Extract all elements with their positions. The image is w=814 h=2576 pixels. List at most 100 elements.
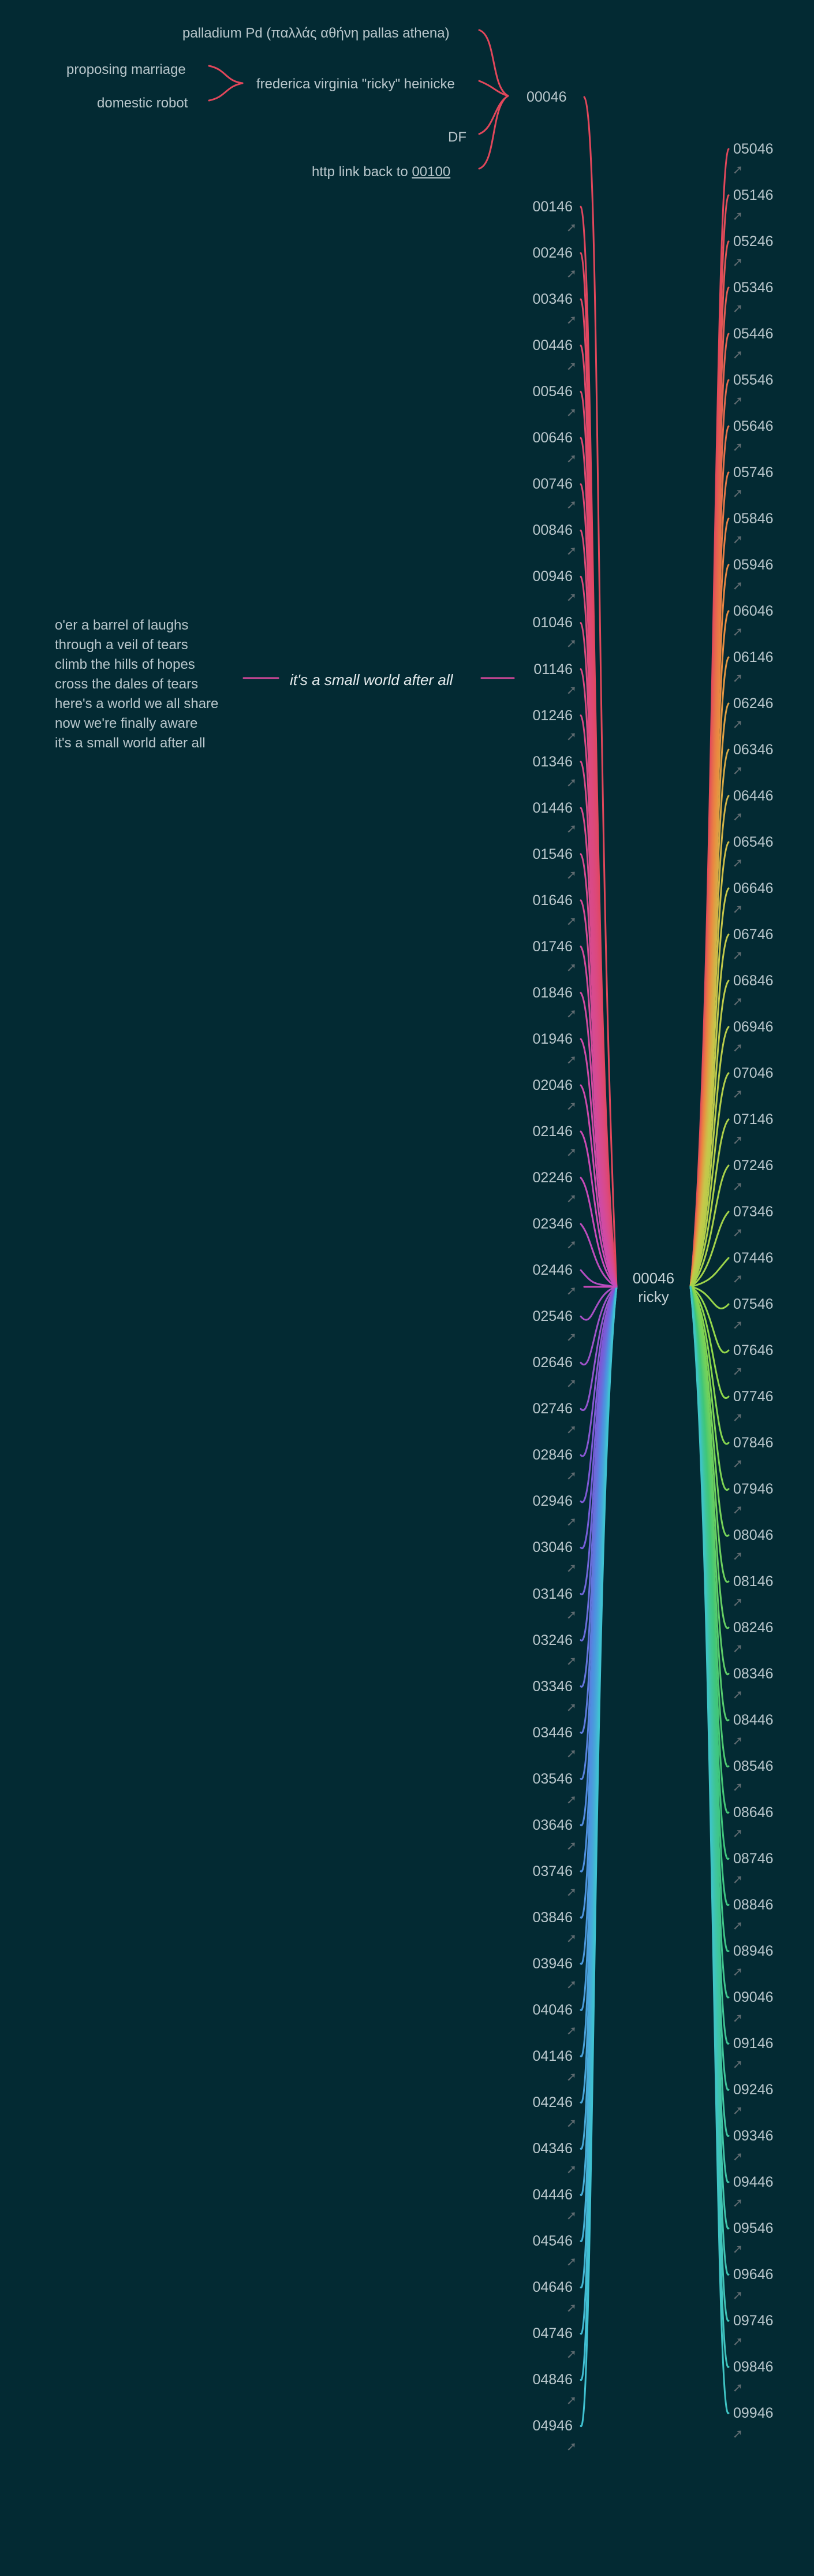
right-node-label[interactable]: 05446	[733, 326, 774, 342]
left-node-label[interactable]: 01546	[532, 846, 573, 862]
link-arrow-icon[interactable]: ➚	[732, 301, 744, 315]
link-arrow-icon[interactable]: ➚	[566, 2023, 577, 2038]
link-arrow-icon[interactable]: ➚	[566, 1052, 577, 1067]
left-node-label[interactable]: 04146	[532, 2048, 573, 2064]
link-arrow-icon[interactable]: ➚	[566, 2116, 577, 2131]
link-arrow-icon[interactable]: ➚	[566, 682, 577, 697]
right-node-label[interactable]: 07546	[733, 1296, 774, 1312]
link-arrow-icon[interactable]: ➚	[566, 913, 577, 928]
left-node-label[interactable]: 00846	[532, 522, 573, 539]
link-arrow-icon[interactable]: ➚	[566, 451, 577, 466]
left-node-label[interactable]: 02946	[532, 1493, 573, 1510]
link-arrow-icon[interactable]: ➚	[732, 1456, 744, 1471]
left-node-label[interactable]: 02446	[532, 1262, 573, 1279]
link-arrow-icon[interactable]: ➚	[566, 1884, 577, 1899]
link-arrow-icon[interactable]: ➚	[732, 532, 744, 546]
left-node-label[interactable]: 03746	[532, 1863, 573, 1879]
link-arrow-icon[interactable]: ➚	[566, 1976, 577, 1991]
link-arrow-icon[interactable]: ➚	[732, 1548, 744, 1563]
link-arrow-icon[interactable]: ➚	[732, 2103, 744, 2117]
link-arrow-icon[interactable]: ➚	[566, 775, 577, 790]
left-node-label[interactable]: 02646	[532, 1354, 573, 1371]
link-arrow-icon[interactable]: ➚	[732, 1410, 744, 1424]
right-node-label[interactable]: 06846	[733, 973, 774, 989]
right-node-label[interactable]: 09446	[733, 2174, 774, 2190]
link-arrow-icon[interactable]: ➚	[566, 1006, 577, 1021]
right-node-label[interactable]: 09746	[733, 2313, 774, 2329]
link-arrow-icon[interactable]: ➚	[566, 2254, 577, 2269]
left-node-label[interactable]: 03446	[532, 1724, 573, 1741]
right-node-label[interactable]: 07346	[733, 1204, 774, 1220]
link-arrow-icon[interactable]: ➚	[566, 2347, 577, 2362]
right-node-label[interactable]: 05946	[733, 557, 774, 573]
left-node-label[interactable]: 03146	[532, 1585, 573, 1602]
link-arrow-icon[interactable]: ➚	[732, 578, 744, 593]
left-node-label[interactable]: 01646	[532, 892, 573, 909]
left-node-label[interactable]: 03046	[532, 1539, 573, 1556]
link-arrow-icon[interactable]: ➚	[732, 809, 744, 824]
right-node-label[interactable]: 09846	[733, 2359, 774, 2375]
right-node-label[interactable]: 07946	[733, 1481, 774, 1497]
right-node-label[interactable]: 05546	[733, 372, 774, 388]
link-arrow-icon[interactable]: ➚	[566, 1422, 577, 1437]
link-arrow-icon[interactable]: ➚	[566, 1607, 577, 1622]
left-node-label[interactable]: 00946	[532, 568, 573, 585]
right-node-label[interactable]: 08546	[733, 1758, 774, 1774]
right-node-label[interactable]: 05146	[733, 187, 774, 203]
link-arrow-icon[interactable]: ➚	[566, 359, 577, 374]
left-node-label[interactable]: 03346	[532, 1678, 573, 1695]
link-arrow-icon[interactable]: ➚	[566, 1930, 577, 1945]
link-arrow-icon[interactable]: ➚	[732, 2011, 744, 2025]
right-node-label[interactable]: 08146	[733, 1573, 774, 1589]
link-arrow-icon[interactable]: ➚	[566, 867, 577, 882]
link-arrow-icon[interactable]: ➚	[566, 1237, 577, 1252]
right-node-label[interactable]: 05046	[733, 141, 774, 157]
left-node-label[interactable]: 02346	[532, 1216, 573, 1233]
right-node-label[interactable]: 06946	[733, 1019, 774, 1035]
link-arrow-icon[interactable]: ➚	[566, 312, 577, 327]
link-arrow-icon[interactable]: ➚	[732, 624, 744, 639]
link-arrow-icon[interactable]: ➚	[732, 1918, 744, 1933]
link-arrow-icon[interactable]: ➚	[732, 902, 744, 916]
right-node-label[interactable]: 09646	[733, 2266, 774, 2283]
link-arrow-icon[interactable]: ➚	[732, 486, 744, 500]
link-arrow-icon[interactable]: ➚	[732, 1133, 744, 1147]
link-arrow-icon[interactable]: ➚	[732, 1317, 744, 1332]
link-arrow-icon[interactable]: ➚	[732, 1780, 744, 1794]
left-node-label[interactable]: 01946	[532, 1030, 573, 1047]
left-node-label[interactable]: 00446	[532, 337, 573, 354]
right-node-label[interactable]: 06546	[733, 834, 774, 850]
left-node-label[interactable]: 04046	[532, 2001, 573, 2018]
left-node-label[interactable]: 03846	[532, 1909, 573, 1926]
left-node-label[interactable]: 02146	[532, 1123, 573, 1140]
left-node-label[interactable]: 01446	[532, 799, 573, 816]
link-arrow-icon[interactable]: ➚	[732, 1964, 744, 1979]
link-arrow-icon[interactable]: ➚	[566, 1145, 577, 1159]
left-node-label[interactable]: 03646	[532, 1816, 573, 1833]
right-node-label[interactable]: 05746	[733, 464, 774, 481]
right-node-label[interactable]: 06446	[733, 788, 774, 804]
left-node-label[interactable]: 00746	[532, 476, 573, 493]
link-arrow-icon[interactable]: ➚	[732, 1225, 744, 1239]
link-arrow-icon[interactable]: ➚	[566, 405, 577, 420]
link-arrow-icon[interactable]: ➚	[566, 2300, 577, 2316]
left-node-label[interactable]: 03546	[532, 1770, 573, 1787]
link-arrow-icon[interactable]: ➚	[732, 763, 744, 777]
left-node-label[interactable]: 04546	[532, 2233, 573, 2250]
http-link-target[interactable]: 00100	[412, 164, 451, 180]
right-node-label[interactable]: 08246	[733, 1620, 774, 1636]
right-node-label[interactable]: 09346	[733, 2128, 774, 2144]
link-arrow-icon[interactable]: ➚	[732, 393, 744, 408]
center-node[interactable]: 00046 ricky	[626, 1269, 681, 1306]
right-node-label[interactable]: 08446	[733, 1712, 774, 1728]
link-arrow-icon[interactable]: ➚	[732, 347, 744, 362]
right-node-label[interactable]: 07246	[733, 1157, 774, 1174]
right-node-label[interactable]: 07146	[733, 1111, 774, 1127]
link-arrow-icon[interactable]: ➚	[566, 1561, 577, 1576]
right-node-label[interactable]: 09046	[733, 1989, 774, 2005]
top-node-label[interactable]: 00046	[527, 89, 567, 105]
link-arrow-icon[interactable]: ➚	[732, 1271, 744, 1286]
left-node-label[interactable]: 00546	[532, 384, 573, 400]
right-node-label[interactable]: 07746	[733, 1388, 774, 1405]
right-node-label[interactable]: 09246	[733, 2082, 774, 2098]
